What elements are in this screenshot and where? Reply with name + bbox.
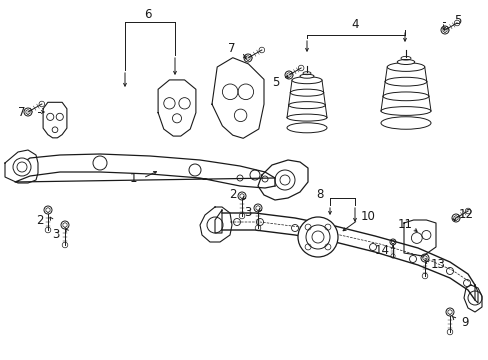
Polygon shape — [5, 150, 38, 183]
Text: 1: 1 — [129, 171, 137, 184]
Polygon shape — [258, 160, 307, 200]
Polygon shape — [474, 285, 477, 303]
Ellipse shape — [380, 117, 430, 129]
Ellipse shape — [286, 114, 326, 121]
Text: 2: 2 — [36, 213, 43, 226]
Text: 14: 14 — [374, 243, 389, 256]
Circle shape — [297, 217, 337, 257]
Polygon shape — [200, 207, 231, 242]
Ellipse shape — [291, 77, 321, 84]
Text: 3: 3 — [52, 229, 60, 242]
Ellipse shape — [290, 89, 323, 96]
Ellipse shape — [385, 77, 426, 86]
Text: 13: 13 — [429, 258, 445, 271]
Ellipse shape — [286, 123, 326, 133]
Circle shape — [285, 71, 292, 79]
Ellipse shape — [299, 74, 313, 78]
Text: 8: 8 — [316, 188, 323, 201]
Text: 10: 10 — [360, 210, 375, 222]
Polygon shape — [158, 80, 196, 136]
Polygon shape — [215, 210, 222, 233]
Polygon shape — [222, 213, 474, 300]
Text: 7: 7 — [228, 41, 235, 54]
Text: 11: 11 — [397, 217, 412, 230]
Text: 6: 6 — [144, 8, 151, 21]
Polygon shape — [463, 285, 481, 312]
Polygon shape — [43, 102, 67, 138]
Ellipse shape — [386, 63, 424, 71]
Text: 7: 7 — [18, 105, 26, 118]
Ellipse shape — [382, 92, 428, 101]
Ellipse shape — [396, 59, 414, 64]
Circle shape — [440, 26, 448, 34]
Polygon shape — [212, 58, 264, 138]
Text: 3: 3 — [244, 207, 251, 220]
Text: 2: 2 — [229, 188, 236, 201]
Circle shape — [13, 158, 31, 176]
Text: 5: 5 — [453, 13, 461, 27]
Text: 4: 4 — [350, 18, 358, 31]
Circle shape — [244, 54, 251, 62]
Text: 5: 5 — [272, 77, 279, 90]
Text: 9: 9 — [460, 315, 468, 328]
Polygon shape — [15, 154, 274, 188]
Ellipse shape — [380, 107, 430, 115]
Polygon shape — [403, 220, 435, 256]
Circle shape — [451, 214, 459, 222]
Text: 12: 12 — [458, 207, 472, 220]
Circle shape — [24, 108, 32, 116]
Ellipse shape — [288, 102, 325, 109]
